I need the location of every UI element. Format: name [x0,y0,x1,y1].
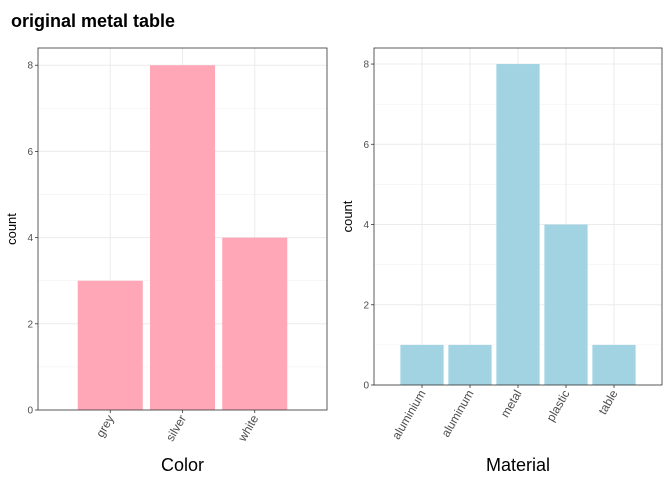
y-tick-label: 8 [27,61,33,72]
color-chart: 0 2 4 6 8 grey silver white count Color [4,47,328,475]
y-tick-label: 2 [27,319,33,330]
x-tick-label: metal [498,388,525,420]
x-tick-label: table [595,387,620,417]
figure-title: original metal table [11,11,175,31]
y-tick-label: 8 [363,60,369,71]
x-tick-label: silver [163,413,189,444]
bar-metal [496,64,540,386]
bar-aluminium [400,344,444,385]
y-tick-label: 2 [363,300,369,311]
x-tick-label: grey [93,413,117,440]
bar-white [222,237,288,410]
bar-grey [77,280,143,410]
x-axis-title: Color [161,455,204,475]
x-axis-title: Material [486,455,550,475]
bar-silver [149,65,216,410]
x-tick-label: plastic [543,388,572,424]
x-tick-label: white [235,412,262,444]
y-axis-title: count [340,200,355,232]
x-tick-label: aluminum [438,388,476,440]
y-tick-label: 0 [27,406,33,417]
bar-table [592,344,636,385]
y-axis-title: count [4,213,19,245]
x-tick-label: aluminium [389,387,428,441]
y-tick-label: 6 [363,140,369,151]
material-chart: 0 2 4 6 8 aluminium aluminum metal plastic table c… [340,47,663,475]
bar-plastic [544,224,588,385]
bar-aluminum [448,344,492,385]
y-tick-label: 0 [363,381,369,392]
y-tick-label: 4 [363,220,369,231]
y-tick-label: 4 [27,233,33,244]
y-tick-label: 6 [27,147,33,158]
